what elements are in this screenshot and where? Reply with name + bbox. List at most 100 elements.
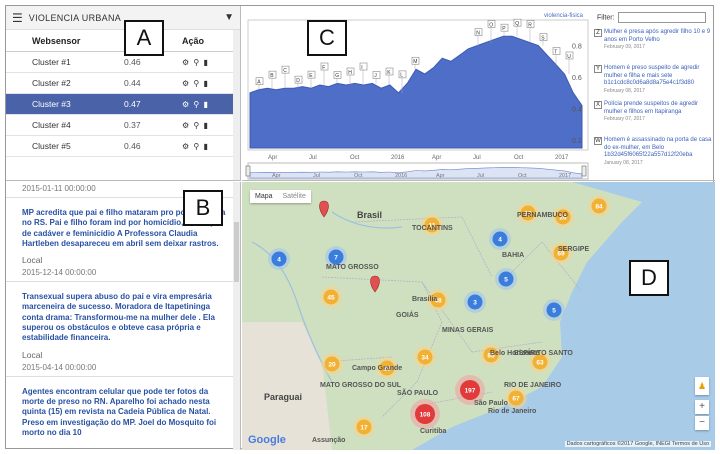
x-tick-label: 2017	[555, 155, 569, 161]
annotation-text[interactable]: Homem é assassinado na porta de casa do …	[604, 137, 712, 158]
event-flag	[281, 65, 290, 74]
cluster-name: Cluster #4	[32, 120, 71, 130]
menu-icon[interactable]: ☰	[12, 10, 23, 25]
scrollbar[interactable]	[233, 182, 240, 450]
map-cluster-marker	[430, 292, 446, 308]
x-tick-label: Apr	[432, 155, 441, 161]
y-tick-label: 0.6	[572, 75, 582, 82]
map-label: GOIÁS	[396, 312, 419, 319]
cluster-name: Cluster #3	[32, 99, 71, 109]
dashboard-frame: ☰ VIOLENCIA URBANA ▼ Websensor Ação Clus…	[5, 5, 715, 450]
map-cluster-count: 85	[487, 353, 495, 360]
map-cluster-marker	[546, 302, 562, 318]
map-label: BAHIA	[502, 252, 525, 259]
action-icons[interactable]: ⚙ ⚲ ▮	[182, 57, 209, 67]
cluster-table-panel: ☰ VIOLENCIA URBANA ▼ Websensor Ação Clus…	[6, 6, 241, 181]
annotation-text[interactable]: Mulher é presa após agredir filho 10 e 9…	[604, 29, 711, 43]
map-cluster-marker	[532, 354, 548, 370]
map-label: Paraguai	[264, 392, 303, 402]
action-icons[interactable]: ⚙ ⚲ ▮	[182, 120, 209, 130]
map-cluster-count: 4	[277, 257, 281, 264]
map-cluster-count: 69	[557, 251, 565, 258]
news-item[interactable]: MP acredita que pai e filho mataram pro …	[6, 208, 240, 277]
map-label: MINAS GERAIS	[442, 327, 494, 334]
map-cluster-marker	[508, 390, 524, 406]
map-cluster-marker	[424, 217, 440, 233]
annotation-item[interactable]: W Homem é assassinado na porta de casa do…	[594, 137, 712, 167]
annotation-text[interactable]: Homem é preso suspeito de agredir mulher…	[604, 65, 700, 86]
annotation-item[interactable]: X Polícia prende suspeitos de agredir mul…	[594, 101, 712, 124]
map-cluster-marker	[417, 349, 433, 365]
pegman-icon[interactable]: ♟	[695, 377, 709, 395]
timeline-chart[interactable]: 0.8 0.6 0.4 0.2 Apr Jul Oct 2016 Apr Jul Oct 2017 A B…	[242, 6, 597, 181]
annotation-item[interactable]: Y Homem é preso suspeito de agredir mulhe…	[594, 65, 712, 95]
navigator-tick-label: Jul	[477, 173, 484, 179]
cluster-value: 0.37	[124, 120, 141, 130]
action-icons[interactable]: ⚙ ⚲ ▮	[182, 78, 209, 88]
map-cluster-marker	[483, 347, 499, 363]
news-headline[interactable]: MP acredita que pai e filho mataram pro …	[22, 208, 226, 248]
map-cluster-count: 108	[420, 412, 431, 419]
navigator-handle-left	[245, 165, 251, 177]
filter-icon[interactable]: ▼	[224, 12, 234, 23]
map-label: MATO GROSSO DO SUL	[320, 382, 402, 389]
scrollbar[interactable]	[233, 30, 240, 180]
table-row[interactable]: Cluster #3 0.47 ⚙ ⚲ ▮	[6, 94, 240, 115]
svg-text:J: J	[374, 73, 377, 79]
event-flag	[346, 67, 355, 76]
news-location: Local	[22, 349, 43, 360]
annotation-text[interactable]: Polícia prende suspeitos de agredir mulh…	[604, 101, 699, 115]
filter-input[interactable]	[617, 12, 706, 23]
map-cluster-marker	[271, 251, 287, 267]
x-tick-label: Oct	[350, 155, 360, 161]
zoom-in-button[interactable]: +	[695, 400, 709, 414]
map-cluster-marker	[553, 245, 569, 261]
cluster-name: Cluster #5	[32, 141, 71, 151]
event-flag	[333, 71, 342, 79]
table-row[interactable]: Cluster #1 0.46 ⚙ ⚲ ▮	[6, 52, 240, 73]
map-cluster-count: 17	[360, 425, 368, 432]
table-row[interactable]: Cluster #4 0.37 ⚙ ⚲ ▮	[6, 115, 240, 136]
panel-title: VIOLENCIA URBANA	[28, 12, 122, 23]
svg-text:T: T	[554, 49, 557, 55]
map-cluster-count: 84	[595, 204, 603, 211]
cluster-name: Cluster #2	[32, 78, 71, 88]
map-cluster-marker	[520, 205, 536, 221]
tab-satelite[interactable]: Satélite	[282, 193, 306, 200]
event-flag	[500, 23, 509, 32]
news-item[interactable]: Agentes encontram celular que pode ter f…	[6, 387, 240, 438]
action-icons[interactable]: ⚙ ⚲ ▮	[182, 99, 209, 109]
tab-mapa[interactable]: Mapa	[255, 193, 273, 200]
annotation-date: February 08, 2017	[604, 87, 645, 94]
map-pin-icon	[319, 200, 329, 218]
event-flag	[526, 20, 535, 28]
map-label: MATO GROSSO	[326, 264, 379, 271]
annotation-letter: Z	[594, 29, 602, 37]
table-row[interactable]: Cluster #5 0.46 ⚙ ⚲ ▮	[6, 136, 240, 157]
annotation-item[interactable]: Z Mulher é presa após agredir filho 10 e …	[594, 29, 712, 52]
news-list: MP acredita que pai e filho mataram pro …	[6, 208, 240, 438]
navigator-tick-label: Apr	[272, 173, 281, 179]
zoom-out-button[interactable]: −	[695, 416, 709, 430]
column-websensor: Websensor	[32, 35, 81, 46]
news-item[interactable]: Transexual supera abuso do pai e vira em…	[6, 292, 240, 371]
table-row[interactable]: Cluster #2 0.44 ⚙ ⚲ ▮	[6, 73, 240, 94]
cluster-value: 0.47	[124, 99, 141, 109]
svg-text:C: C	[283, 68, 287, 74]
event-flag	[320, 62, 329, 71]
news-headline[interactable]: Agentes encontram celular que pode ter f…	[22, 386, 217, 437]
map-panel[interactable]: 11 13 84 26 4 7 69 4 5 45 48 3 5 20 34 85 28 63 197 67 108 17…	[242, 182, 715, 450]
action-icons[interactable]: ⚙ ⚲ ▮	[182, 141, 209, 151]
map-copyright[interactable]: Dados cartográficos ©2017 Google, INEGI …	[564, 441, 711, 447]
news-headline[interactable]: Transexual supera abuso do pai e vira em…	[22, 292, 215, 343]
x-tick-label: Apr	[268, 155, 277, 161]
map-type-tabs: Mapa Satélite	[250, 190, 311, 203]
map-cluster-count: 26	[559, 215, 567, 222]
map-cluster-count: 63	[536, 360, 544, 367]
y-tick-label: 0.8	[572, 44, 582, 51]
map-label: Brasília	[412, 296, 438, 303]
map-label: SÃO PAULO	[397, 390, 439, 397]
event-flag	[385, 67, 394, 76]
event-flag	[255, 77, 264, 86]
